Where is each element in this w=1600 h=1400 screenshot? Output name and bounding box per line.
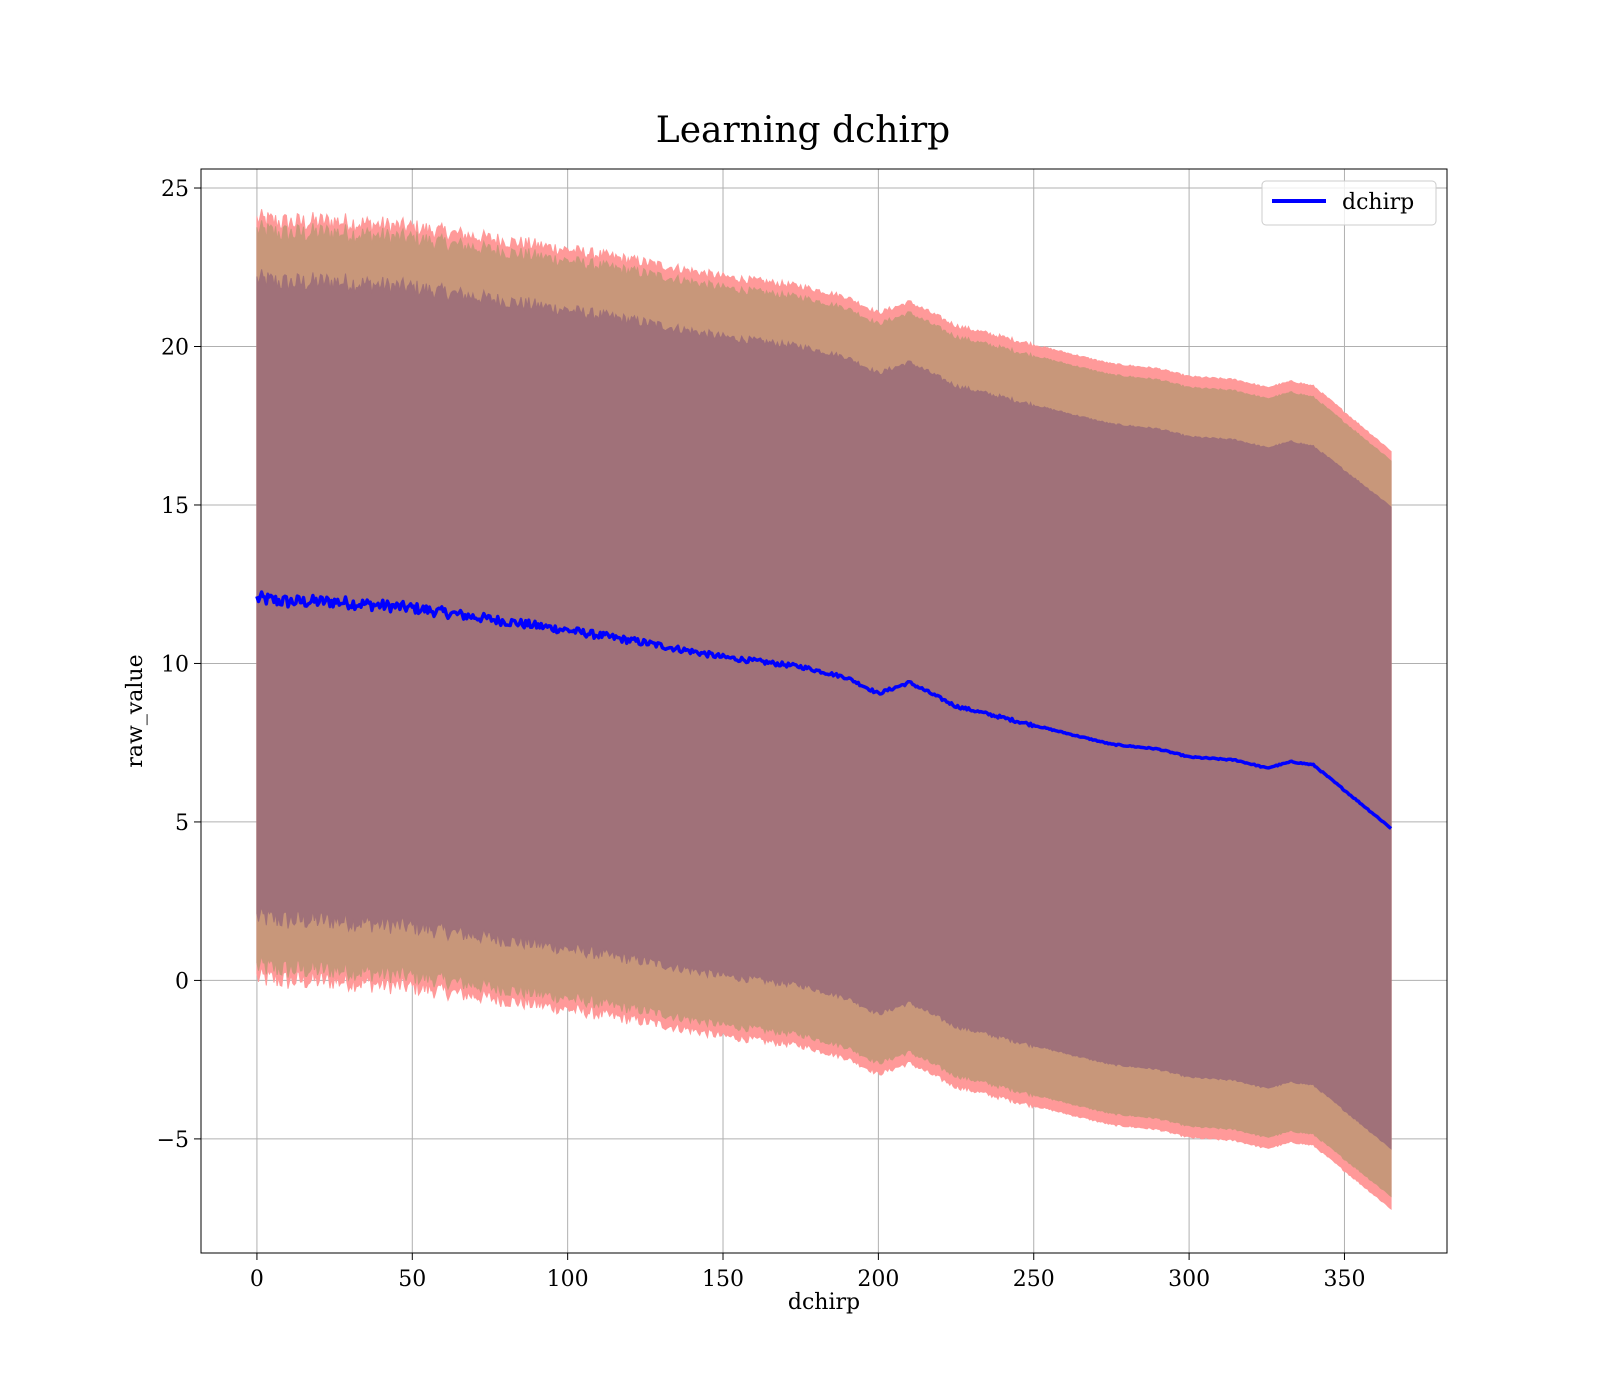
y-tick-label: 15 xyxy=(161,494,189,519)
band-inner xyxy=(256,269,1392,1150)
x-tick-label: 100 xyxy=(547,1267,589,1292)
x-tick-label: 200 xyxy=(857,1267,899,1292)
y-tick-label: 5 xyxy=(175,811,189,836)
y-axis-label: raw_value xyxy=(123,654,148,767)
x-axis-label: dchirp xyxy=(788,1290,860,1315)
x-tick-label: 50 xyxy=(398,1267,426,1292)
y-tick-label: −5 xyxy=(157,1128,189,1153)
axis-ticks: 0 50 100 150 200 250 300 350 −5 0 5 10 15 20 25 xyxy=(157,177,1366,1292)
mean-line-layer xyxy=(255,590,1393,830)
x-tick-label: 350 xyxy=(1323,1267,1365,1292)
x-tick-label: 0 xyxy=(250,1267,264,1292)
y-tick-label: 10 xyxy=(161,652,189,677)
x-tick-label: 250 xyxy=(1013,1267,1055,1292)
y-tick-label: 25 xyxy=(161,177,189,202)
x-tick-label: 300 xyxy=(1168,1267,1210,1292)
mean-line-dchirp xyxy=(255,590,1393,830)
chart-title: Learning dchirp xyxy=(656,110,950,151)
y-tick-label: 20 xyxy=(161,335,189,360)
confidence-bands xyxy=(256,209,1392,1210)
plot-frame xyxy=(200,168,1448,1254)
x-tick-label: 150 xyxy=(702,1267,744,1292)
legend-label-dchirp: dchirp xyxy=(1342,190,1414,215)
y-tick-label: 0 xyxy=(175,969,189,994)
legend-box xyxy=(1261,180,1437,226)
legend: dchirp xyxy=(1261,180,1437,226)
